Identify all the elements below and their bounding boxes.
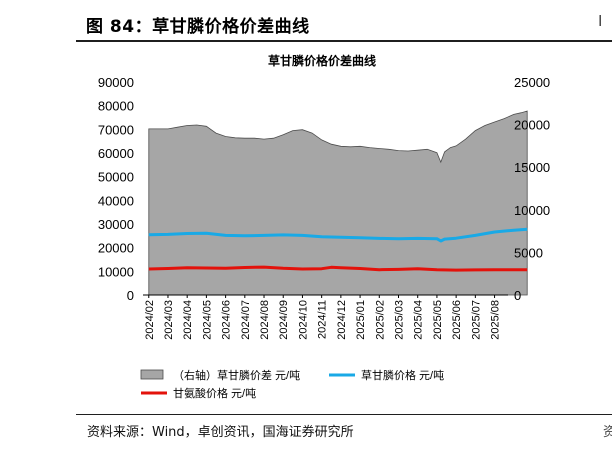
y-left-tick-label: 50000 — [98, 170, 134, 185]
y-left-tick-label: 80000 — [98, 99, 134, 114]
y-left-tick-label: 90000 — [98, 75, 134, 90]
source-corner-glyph: 资 — [603, 425, 612, 440]
x-tick-label: 2025/03 — [394, 300, 406, 340]
x-tick-label: 2024/06 — [221, 300, 233, 340]
x-tick-label: 2024/08 — [259, 300, 271, 340]
y-right-tick-label: 0 — [514, 288, 521, 303]
y-left-tick-label: 60000 — [98, 146, 134, 161]
y-left-tick-label: 40000 — [98, 193, 134, 208]
x-tick-label: 2025/01 — [355, 300, 367, 340]
y-right-tick-label: 25000 — [514, 75, 550, 90]
y-right-tick-label: 10000 — [514, 203, 550, 218]
top-rule — [76, 40, 612, 42]
y-left-tick-label: 30000 — [98, 217, 134, 232]
x-tick-label: 2025/06 — [451, 300, 463, 340]
y-right-tick-label: 5000 — [514, 245, 543, 260]
y-right-tick-label: 20000 — [514, 118, 550, 133]
y-right-tick-label: 15000 — [514, 160, 550, 175]
legend-swatch-spread — [140, 369, 164, 380]
x-tick-label: 2025/07 — [470, 300, 482, 340]
series-line-1 — [148, 227, 528, 243]
y-left-tick-label: 10000 — [98, 264, 134, 279]
x-tick-label: 2024/04 — [182, 300, 194, 340]
x-tick-label: 2025/02 — [374, 300, 386, 340]
chart-title: 草甘膦价格价差曲线 — [268, 53, 376, 68]
area-layer — [148, 110, 528, 296]
legend-label: （右轴）草甘膦价差 元/吨 — [173, 368, 300, 382]
source-note: 资料来源：Wind，卓创资讯，国海证券研究所 — [87, 425, 354, 440]
line-layer — [148, 227, 528, 272]
x-tick-label: 2024/02 — [144, 300, 156, 340]
figure-corner-glyph: I — [598, 12, 603, 30]
series-line-2 — [148, 265, 528, 272]
legend-label: 草甘膦价格 元/吨 — [361, 368, 444, 382]
series-area-spread — [148, 110, 528, 296]
x-tick-label: 2024/12 — [336, 300, 348, 340]
x-tick-label: 2024/03 — [163, 300, 175, 340]
y-left-tick-label: 20000 — [98, 241, 134, 256]
figure-title: 图 84：草甘膦价格价差曲线 — [86, 17, 310, 37]
x-tick-label: 2025/04 — [413, 300, 425, 340]
x-tick-label: 2024/05 — [201, 300, 213, 340]
y-left-tick-label: 0 — [127, 288, 134, 303]
bottom-rule — [76, 414, 612, 415]
x-tick-label: 2024/11 — [317, 300, 329, 339]
x-tick-label: 2025/05 — [432, 300, 444, 340]
x-tick-label: 2024/07 — [240, 300, 252, 340]
x-tick-label: 2025/08 — [490, 300, 502, 340]
x-tick-label: 2024/10 — [297, 300, 309, 340]
legend-label: 甘氨酸价格 元/吨 — [173, 386, 256, 400]
x-tick-label: 2024/09 — [278, 300, 290, 340]
axes-layer: 0100002000030000400005000060000700008000… — [98, 75, 550, 340]
y-left-tick-label: 70000 — [98, 122, 134, 137]
